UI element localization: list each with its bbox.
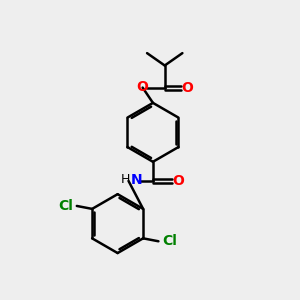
Text: N: N — [130, 173, 142, 187]
Text: O: O — [181, 81, 193, 94]
Text: O: O — [137, 80, 148, 94]
Text: Cl: Cl — [162, 234, 177, 248]
Text: H: H — [121, 173, 130, 186]
Text: O: O — [172, 174, 184, 188]
Text: Cl: Cl — [58, 199, 73, 213]
